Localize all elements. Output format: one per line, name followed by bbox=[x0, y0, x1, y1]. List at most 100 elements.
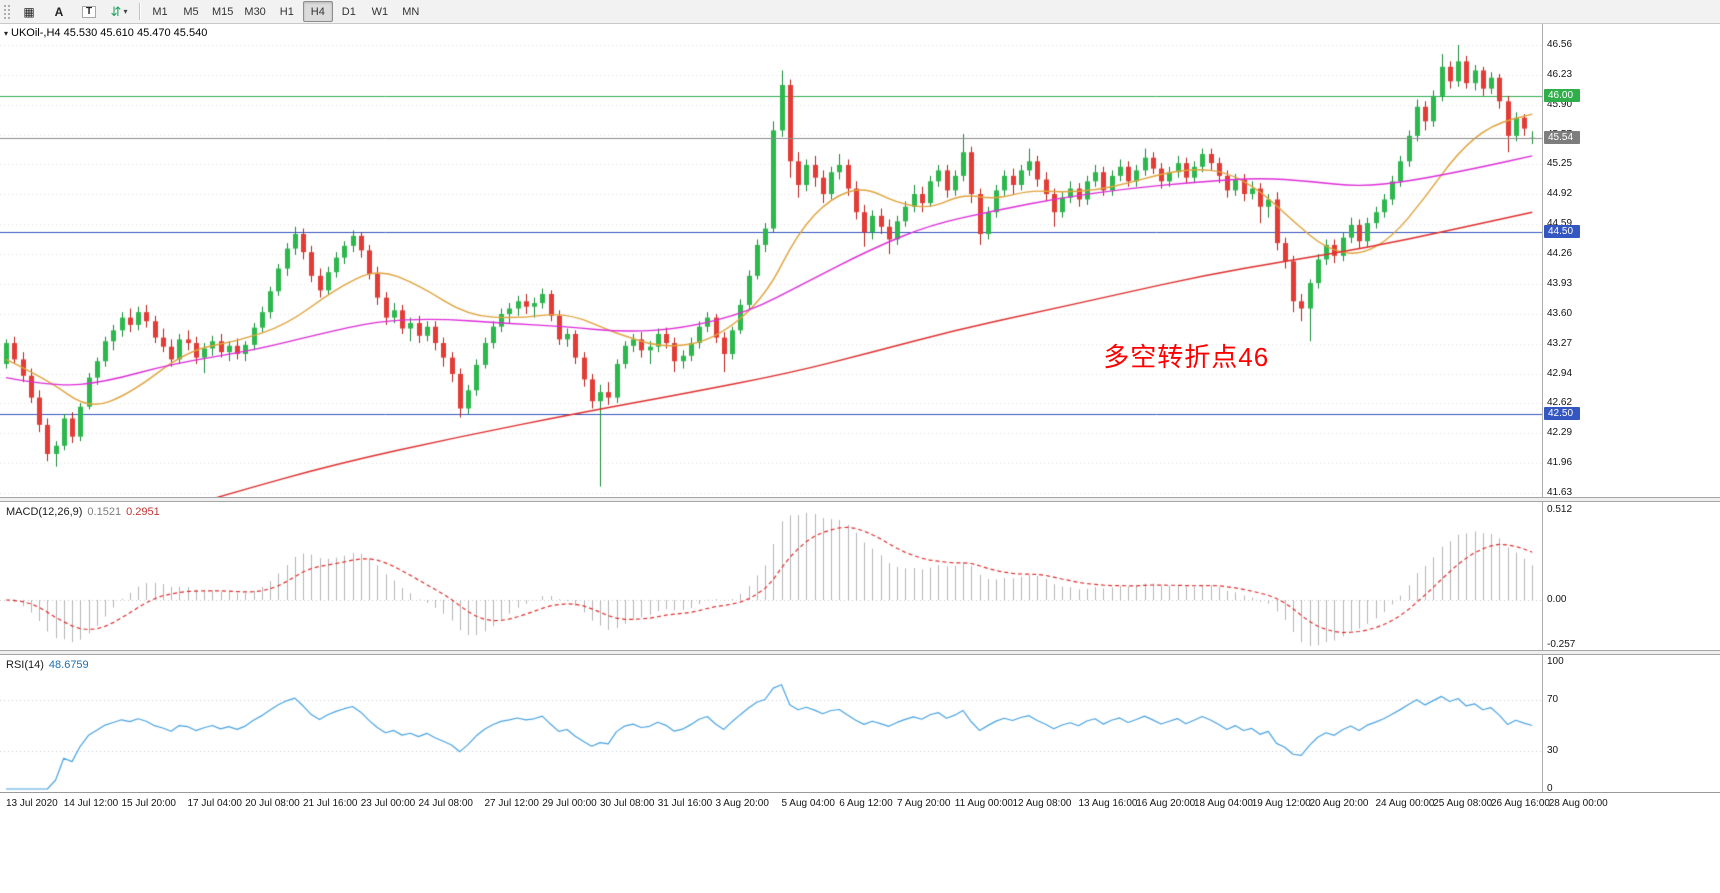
price-axis-label: 43.60 bbox=[1547, 307, 1573, 319]
timeframe-button-h1[interactable]: H1 bbox=[279, 5, 294, 18]
rsi-axis-label: 0 bbox=[1547, 783, 1553, 794]
time-axis-label: 31 Jul 16:00 bbox=[657, 798, 713, 809]
time-axis-label: 16 Aug 20:00 bbox=[1136, 798, 1196, 809]
font-tool-button[interactable]: A bbox=[44, 1, 74, 22]
time-axis-label: 27 Jul 12:00 bbox=[484, 798, 540, 809]
rsi-label: RSI(14) 48.6759 bbox=[6, 659, 89, 671]
macd-title: MACD(12,26,9) bbox=[6, 506, 83, 518]
time-axis-label: 19 Aug 12:00 bbox=[1251, 798, 1311, 809]
time-axis-label: 17 Jul 04:00 bbox=[187, 798, 243, 809]
time-axis-label: 20 Jul 08:00 bbox=[245, 798, 300, 809]
macd-axis-label: 0.512 bbox=[1547, 503, 1573, 515]
timeframe-buttons: M1 M5 M15 M30 H1 H4 D1 W1 MN bbox=[145, 1, 426, 22]
font-a-icon: A bbox=[54, 4, 64, 19]
price-axis-label: 44.59 bbox=[1547, 218, 1573, 230]
rsi-axis-label: 30 bbox=[1547, 744, 1559, 756]
macd-label: MACD(12,26,9) 0.1521 0.2951 bbox=[6, 506, 160, 518]
price-axis-label: 45.25 bbox=[1547, 158, 1573, 170]
macd-plot[interactable]: MACD(12,26,9) 0.1521 0.2951 bbox=[0, 502, 1542, 650]
time-axis-label: 7 Aug 20:00 bbox=[897, 798, 951, 809]
time-axis-label: 25 Aug 08:00 bbox=[1433, 798, 1493, 809]
bottom-filler bbox=[0, 816, 1720, 893]
timeframe-button-mn[interactable]: MN bbox=[402, 5, 420, 18]
timeframe-button-w1[interactable]: W1 bbox=[371, 5, 389, 18]
rsi-axis[interactable]: 100 70 30 0 bbox=[1542, 655, 1720, 794]
toolbar: ▦ A T ⇵ ▾ M1 M5 M15 M30 H1 H4 D1 W1 MN bbox=[0, 0, 1720, 24]
time-axis-label: 28 Aug 00:00 bbox=[1548, 798, 1608, 809]
price-level-badge: 46.00 bbox=[1544, 88, 1580, 102]
rsi-axis-label: 100 bbox=[1547, 656, 1564, 667]
macd-main-value: 0.1521 bbox=[87, 506, 122, 518]
time-axis-label: 23 Jul 00:00 bbox=[360, 798, 416, 809]
time-axis-label: 18 Aug 04:00 bbox=[1194, 798, 1253, 809]
price-axis-label: 46.56 bbox=[1547, 39, 1573, 50]
price-axis[interactable]: 46.5646.2345.9045.5745.2544.9244.5944.26… bbox=[1542, 24, 1720, 498]
rsi-value: 48.6759 bbox=[48, 659, 89, 671]
time-axis-label: 15 Jul 20:00 bbox=[121, 798, 177, 809]
rsi-canvas[interactable] bbox=[0, 655, 1542, 792]
timeframe-button-m30[interactable]: M30 bbox=[244, 5, 266, 18]
rsi-panel: RSI(14) 48.6759 100 70 30 0 bbox=[0, 655, 1720, 794]
price-axis-label: 41.63 bbox=[1547, 487, 1573, 498]
panel-splitter[interactable] bbox=[0, 497, 1720, 502]
text-t-icon: T bbox=[81, 5, 97, 18]
grid-icon: ▦ bbox=[23, 4, 35, 19]
price-axis-label: 44.92 bbox=[1547, 188, 1573, 200]
grid-tool-button[interactable]: ▦ bbox=[14, 1, 44, 22]
dropdown-caret-icon: ▾ bbox=[123, 7, 128, 16]
time-axis-label: 12 Aug 08:00 bbox=[1012, 798, 1072, 809]
time-axis-label: 13 Jul 2020 bbox=[6, 798, 58, 809]
macd-axis-label: -0.257 bbox=[1547, 639, 1576, 651]
time-axis-label: 14 Jul 12:00 bbox=[63, 798, 119, 809]
time-axis-label: 26 Aug 16:00 bbox=[1491, 798, 1550, 809]
price-axis-label: 42.94 bbox=[1547, 367, 1573, 379]
price-chart-canvas[interactable] bbox=[0, 24, 1542, 497]
template-icon: ⇵ bbox=[110, 4, 122, 19]
time-axis-label: 21 Jul 16:00 bbox=[303, 798, 358, 809]
rsi-plot[interactable]: RSI(14) 48.6759 bbox=[0, 655, 1542, 792]
time-axis-label: 6 Aug 12:00 bbox=[839, 798, 893, 809]
price-plot[interactable]: ▾ UKOil-,H4 45.530 45.610 45.470 45.540 多… bbox=[0, 24, 1542, 497]
timeframe-button-m15[interactable]: M15 bbox=[212, 5, 234, 18]
macd-axis[interactable]: 0.512 0.00 -0.257 bbox=[1542, 502, 1720, 650]
macd-axis-label: 0.00 bbox=[1547, 594, 1567, 605]
timeframe-button-m1[interactable]: M1 bbox=[152, 5, 168, 18]
chart-title-text: UKOil-,H4 45.530 45.610 45.470 45.540 bbox=[11, 27, 208, 39]
timeframe-button-h4[interactable]: H4 bbox=[302, 1, 333, 22]
toolbar-grip[interactable] bbox=[3, 3, 10, 20]
rsi-title: RSI(14) bbox=[6, 659, 44, 671]
price-axis-label: 45.90 bbox=[1547, 98, 1573, 110]
panel-splitter[interactable] bbox=[0, 650, 1720, 655]
time-axis-label: 13 Aug 16:00 bbox=[1078, 798, 1138, 809]
price-axis-label: 42.62 bbox=[1547, 397, 1573, 409]
time-axis-label: 24 Aug 00:00 bbox=[1375, 798, 1435, 809]
price-axis-label: 42.29 bbox=[1547, 427, 1573, 439]
timeframe-button-m5[interactable]: M5 bbox=[183, 5, 199, 18]
chart-title: ▾ UKOil-,H4 45.530 45.610 45.470 45.540 bbox=[4, 27, 207, 39]
time-axis[interactable]: 13 Jul 2020 14 Jul 12:00 15 Jul 20:00 17 Ju… bbox=[0, 792, 1720, 816]
time-axis-label: 3 Aug 20:00 bbox=[715, 798, 769, 809]
time-axis-label: 20 Aug 20:00 bbox=[1309, 798, 1369, 809]
price-panel: ▾ UKOil-,H4 45.530 45.610 45.470 45.540 多… bbox=[0, 24, 1720, 498]
time-axis-label: 11 Aug 00:00 bbox=[954, 798, 1013, 809]
time-axis-label: 29 Jul 00:00 bbox=[542, 798, 597, 809]
price-axis-label: 46.23 bbox=[1547, 68, 1573, 80]
price-axis-label: 43.93 bbox=[1547, 277, 1573, 289]
price-axis-label: 43.27 bbox=[1547, 337, 1573, 349]
timeframe-button-d1[interactable]: D1 bbox=[341, 5, 356, 18]
price-axis-label: 41.96 bbox=[1547, 457, 1573, 468]
current-price-badge: 45.54 bbox=[1544, 130, 1580, 144]
text-tool-button[interactable]: T bbox=[74, 1, 104, 22]
price-axis-label: 44.26 bbox=[1547, 248, 1573, 259]
template-tool-button[interactable]: ⇵ ▾ bbox=[104, 1, 134, 22]
rsi-axis-label: 70 bbox=[1547, 694, 1559, 706]
price-level-badge: 44.50 bbox=[1544, 225, 1580, 239]
chart-marker-icon: ▾ bbox=[4, 29, 9, 38]
time-axis-label: 24 Jul 08:00 bbox=[418, 798, 474, 809]
time-axis-label: 5 Aug 04:00 bbox=[781, 798, 835, 809]
price-level-badge: 42.50 bbox=[1544, 406, 1580, 420]
chart-annotation-text[interactable]: 多空转折点46 bbox=[1103, 342, 1270, 373]
macd-signal-value: 0.2951 bbox=[126, 506, 160, 518]
toolbar-separator bbox=[139, 3, 140, 20]
macd-canvas[interactable] bbox=[0, 502, 1542, 650]
